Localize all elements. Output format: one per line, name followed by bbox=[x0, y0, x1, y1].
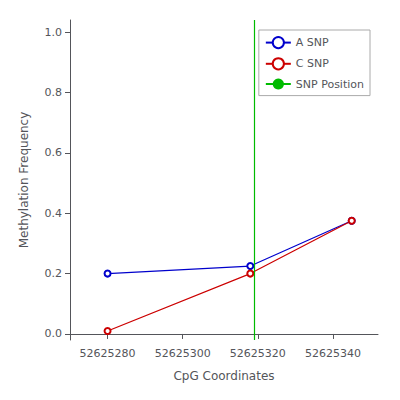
svg-text:52625280: 52625280 bbox=[80, 347, 136, 360]
svg-text:SNP Position: SNP Position bbox=[296, 78, 364, 91]
svg-text:A SNP: A SNP bbox=[296, 36, 329, 49]
svg-text:0.2: 0.2 bbox=[45, 267, 63, 280]
svg-text:52625300: 52625300 bbox=[155, 347, 211, 360]
svg-text:0.6: 0.6 bbox=[45, 146, 63, 159]
svg-text:CpG Coordinates: CpG Coordinates bbox=[173, 369, 274, 383]
svg-text:C SNP: C SNP bbox=[296, 57, 329, 70]
svg-text:Methylation Frequency: Methylation Frequency bbox=[17, 112, 31, 249]
svg-text:0.8: 0.8 bbox=[45, 86, 63, 99]
svg-text:0.0: 0.0 bbox=[45, 327, 63, 340]
svg-text:52625340: 52625340 bbox=[305, 347, 361, 360]
svg-text:0.4: 0.4 bbox=[45, 207, 63, 220]
svg-text:1.0: 1.0 bbox=[45, 26, 63, 39]
svg-text:52625320: 52625320 bbox=[230, 347, 286, 360]
